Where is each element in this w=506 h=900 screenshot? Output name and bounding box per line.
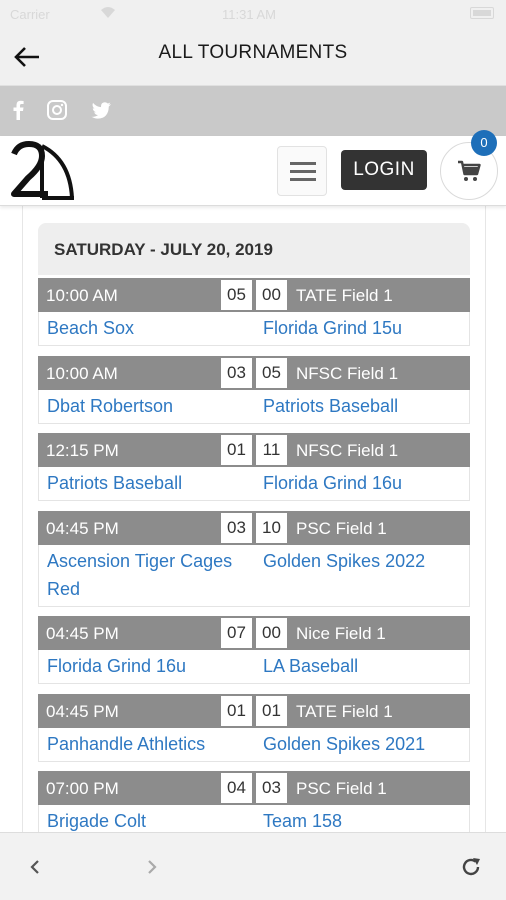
game-time: 04:45 PM	[46, 519, 119, 538]
score-away: 10	[256, 513, 287, 543]
game-teams: Florida Grind 16u LA Baseball	[38, 650, 470, 684]
score-away: 11	[256, 435, 287, 465]
game-field: NFSC Field 1	[296, 364, 399, 383]
team-away-link[interactable]: Golden Spikes 2021	[263, 734, 426, 754]
nav-header: ALL TOURNAMENTS	[0, 28, 506, 86]
team-away-link[interactable]: Team 158	[263, 811, 343, 831]
game-header: 04:45 PM 07 00 Nice Field 1	[38, 616, 470, 650]
schedule-panel	[22, 206, 486, 832]
game-time: 10:00 AM	[46, 286, 118, 305]
score-away: 00	[256, 618, 287, 648]
game-teams: Dbat Robertson Patriots Baseball	[38, 390, 470, 424]
carrier-label: Carrier	[10, 7, 50, 22]
score-home: 03	[221, 358, 252, 388]
team-away-link[interactable]: Florida Grind 15u	[263, 318, 403, 338]
game-header: 07:00 PM 04 03 PSC Field 1	[38, 771, 470, 805]
team-away-link[interactable]: Patriots Baseball	[263, 396, 399, 416]
game-card: 10:00 AM 03 05 NFSC Field 1 Dbat Roberts…	[38, 356, 470, 424]
score-home: 01	[221, 696, 252, 726]
hamburger-icon	[290, 162, 316, 165]
menu-button[interactable]	[277, 146, 327, 196]
game-card: 07:00 PM 04 03 PSC Field 1 Brigade Colt …	[38, 771, 470, 832]
chevron-right-icon[interactable]	[143, 857, 161, 882]
team-home-link[interactable]: Florida Grind 16u	[47, 656, 187, 676]
game-card: 04:45 PM 07 00 Nice Field 1 Florida Grin…	[38, 616, 470, 684]
game-field: PSC Field 1	[296, 779, 387, 798]
game-field: TATE Field 1	[296, 702, 393, 721]
day-label: SATURDAY - JULY 20, 2019	[54, 240, 273, 259]
game-header: 10:00 AM 03 05 NFSC Field 1	[38, 356, 470, 390]
score-away: 03	[256, 773, 287, 803]
day-header: SATURDAY - JULY 20, 2019	[38, 223, 470, 275]
team-home-link[interactable]: Ascension Tiger Cages Red	[47, 551, 233, 599]
score-home: 04	[221, 773, 252, 803]
browser-toolbar	[0, 832, 506, 900]
facebook-icon[interactable]	[8, 99, 30, 121]
game-time: 10:00 AM	[46, 364, 118, 383]
score-away: 00	[256, 280, 287, 310]
team-home-link[interactable]: Panhandle Athletics	[47, 734, 206, 754]
status-time: 11:31 AM	[222, 7, 276, 22]
game-field: NFSC Field 1	[296, 441, 399, 460]
game-teams: Ascension Tiger Cages Red Golden Spikes …	[38, 545, 470, 607]
chevron-left-icon[interactable]	[26, 857, 44, 882]
game-card: 10:00 AM 05 00 TATE Field 1 Beach Sox Fl…	[38, 278, 470, 346]
instagram-icon[interactable]	[46, 99, 68, 121]
game-teams: Brigade Colt Team 158	[38, 805, 470, 832]
team-home-link[interactable]: Patriots Baseball	[47, 473, 183, 493]
cart-count-badge: 0	[471, 130, 497, 156]
social-bar	[0, 86, 506, 136]
game-field: Nice Field 1	[296, 624, 386, 643]
login-button[interactable]: LOGIN	[341, 150, 427, 190]
game-time: 12:15 PM	[46, 441, 119, 460]
game-time: 07:00 PM	[46, 779, 119, 798]
game-header: 04:45 PM 03 10 PSC Field 1	[38, 511, 470, 545]
game-time: 04:45 PM	[46, 702, 119, 721]
twitter-icon[interactable]	[90, 99, 112, 121]
game-teams: Beach Sox Florida Grind 15u	[38, 312, 470, 346]
game-header: 04:45 PM 01 01 TATE Field 1	[38, 694, 470, 728]
score-home: 03	[221, 513, 252, 543]
wifi-icon	[100, 5, 116, 22]
schedule-content: SATURDAY - JULY 20, 2019 10:00 AM 05 00 …	[0, 206, 506, 832]
score-home: 07	[221, 618, 252, 648]
status-bar: Carrier 11:31 AM	[0, 0, 506, 28]
game-time: 04:45 PM	[46, 624, 119, 643]
score-home: 05	[221, 280, 252, 310]
cart-icon	[458, 160, 481, 181]
team-away-link[interactable]: Golden Spikes 2022	[263, 551, 426, 571]
game-field: PSC Field 1	[296, 519, 387, 538]
game-card: 04:45 PM 03 10 PSC Field 1 Ascension Tig…	[38, 511, 470, 607]
game-teams: Panhandle Athletics Golden Spikes 2021	[38, 728, 470, 762]
site-header: LOGIN	[0, 136, 506, 206]
game-card: 04:45 PM 01 01 TATE Field 1 Panhandle At…	[38, 694, 470, 762]
refresh-icon[interactable]	[459, 855, 483, 884]
team-home-link[interactable]: Beach Sox	[47, 318, 135, 338]
team-away-link[interactable]: LA Baseball	[263, 656, 359, 676]
page-title: ALL TOURNAMENTS	[158, 42, 348, 63]
game-teams: Patriots Baseball Florida Grind 16u	[38, 467, 470, 501]
score-away: 05	[256, 358, 287, 388]
team-home-link[interactable]: Brigade Colt	[47, 811, 147, 831]
team-away-link[interactable]: Florida Grind 16u	[263, 473, 403, 493]
game-card: 12:15 PM 01 11 NFSC Field 1 Patriots Bas…	[38, 433, 470, 501]
game-header: 12:15 PM 01 11 NFSC Field 1	[38, 433, 470, 467]
team-home-link[interactable]: Dbat Robertson	[47, 396, 174, 416]
back-arrow-icon[interactable]	[10, 40, 44, 74]
game-header: 10:00 AM 05 00 TATE Field 1	[38, 278, 470, 312]
game-field: TATE Field 1	[296, 286, 393, 305]
battery-icon	[470, 7, 494, 19]
score-home: 01	[221, 435, 252, 465]
site-logo[interactable]	[8, 140, 76, 202]
score-away: 01	[256, 696, 287, 726]
